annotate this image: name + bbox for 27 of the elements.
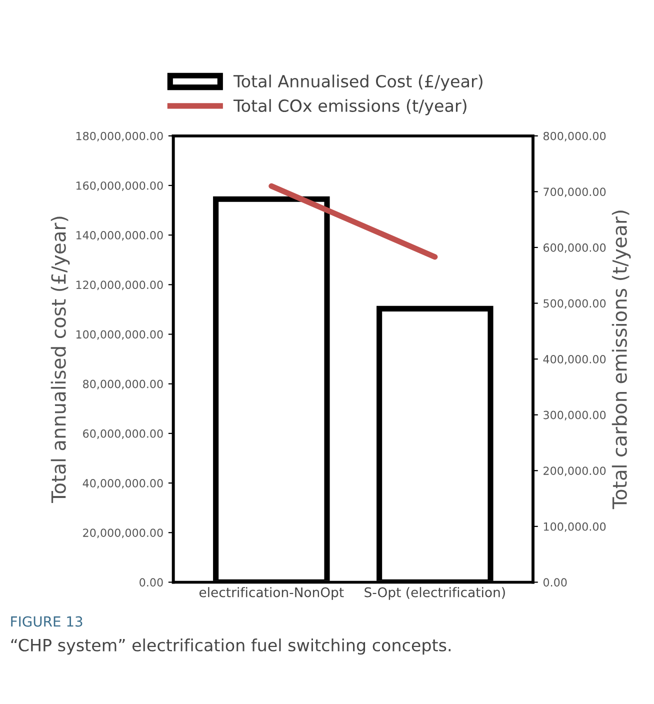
x-tick-label: S-Opt (electrification) — [364, 587, 505, 600]
y-tick-label: 60,000,000.00 — [83, 429, 163, 439]
y2-tick-label: 200,000.00 — [544, 466, 606, 476]
y-tick-label: 40,000,000.00 — [82, 478, 163, 489]
y-tick-label: 160,000,000.00 — [76, 181, 163, 191]
x-tick-label: electrification-NonOpt — [199, 587, 344, 600]
y2-axis-title: Total carbon emissions (t/year) — [612, 210, 631, 510]
caption: FIGURE 13 — [11, 616, 82, 627]
y-tick-label: 120,000,000.00 — [76, 280, 163, 290]
y-tick-label: 100,000,000.00 — [76, 330, 163, 340]
y-tick-label: 20,000,000.00 — [83, 528, 163, 538]
y-axis-title: Total annualised cost (£/year) — [50, 216, 70, 503]
legend-label: Total COx emissions (t/year) — [233, 99, 466, 116]
text: “CHP system” electrification fuel switching concepts. — [11, 638, 450, 655]
y-tick-label: 140,000,000.00 — [76, 231, 163, 241]
y-tick-label: 180,000,000.00 — [76, 132, 163, 142]
y-tick-label: 0.00 — [140, 578, 163, 587]
y2-tick-label: 300,000.00 — [544, 410, 606, 420]
y2-tick-label: 600,000.00 — [544, 243, 606, 253]
y2-tick-label: 0.00 — [543, 578, 567, 587]
y2-tick-label: 700,000.00 — [544, 188, 606, 198]
y2-tick-label: 800,000.00 — [543, 132, 606, 142]
y-tick-label: 80,000,000.00 — [83, 380, 163, 390]
y2-tick-label: 500,000.00 — [544, 299, 606, 309]
legend-label: Total Annualised Cost (£/year) — [233, 74, 482, 91]
y2-tick-label: 400,000.00 — [543, 355, 606, 365]
y2-tick-label: 100,000.00 — [544, 522, 606, 532]
